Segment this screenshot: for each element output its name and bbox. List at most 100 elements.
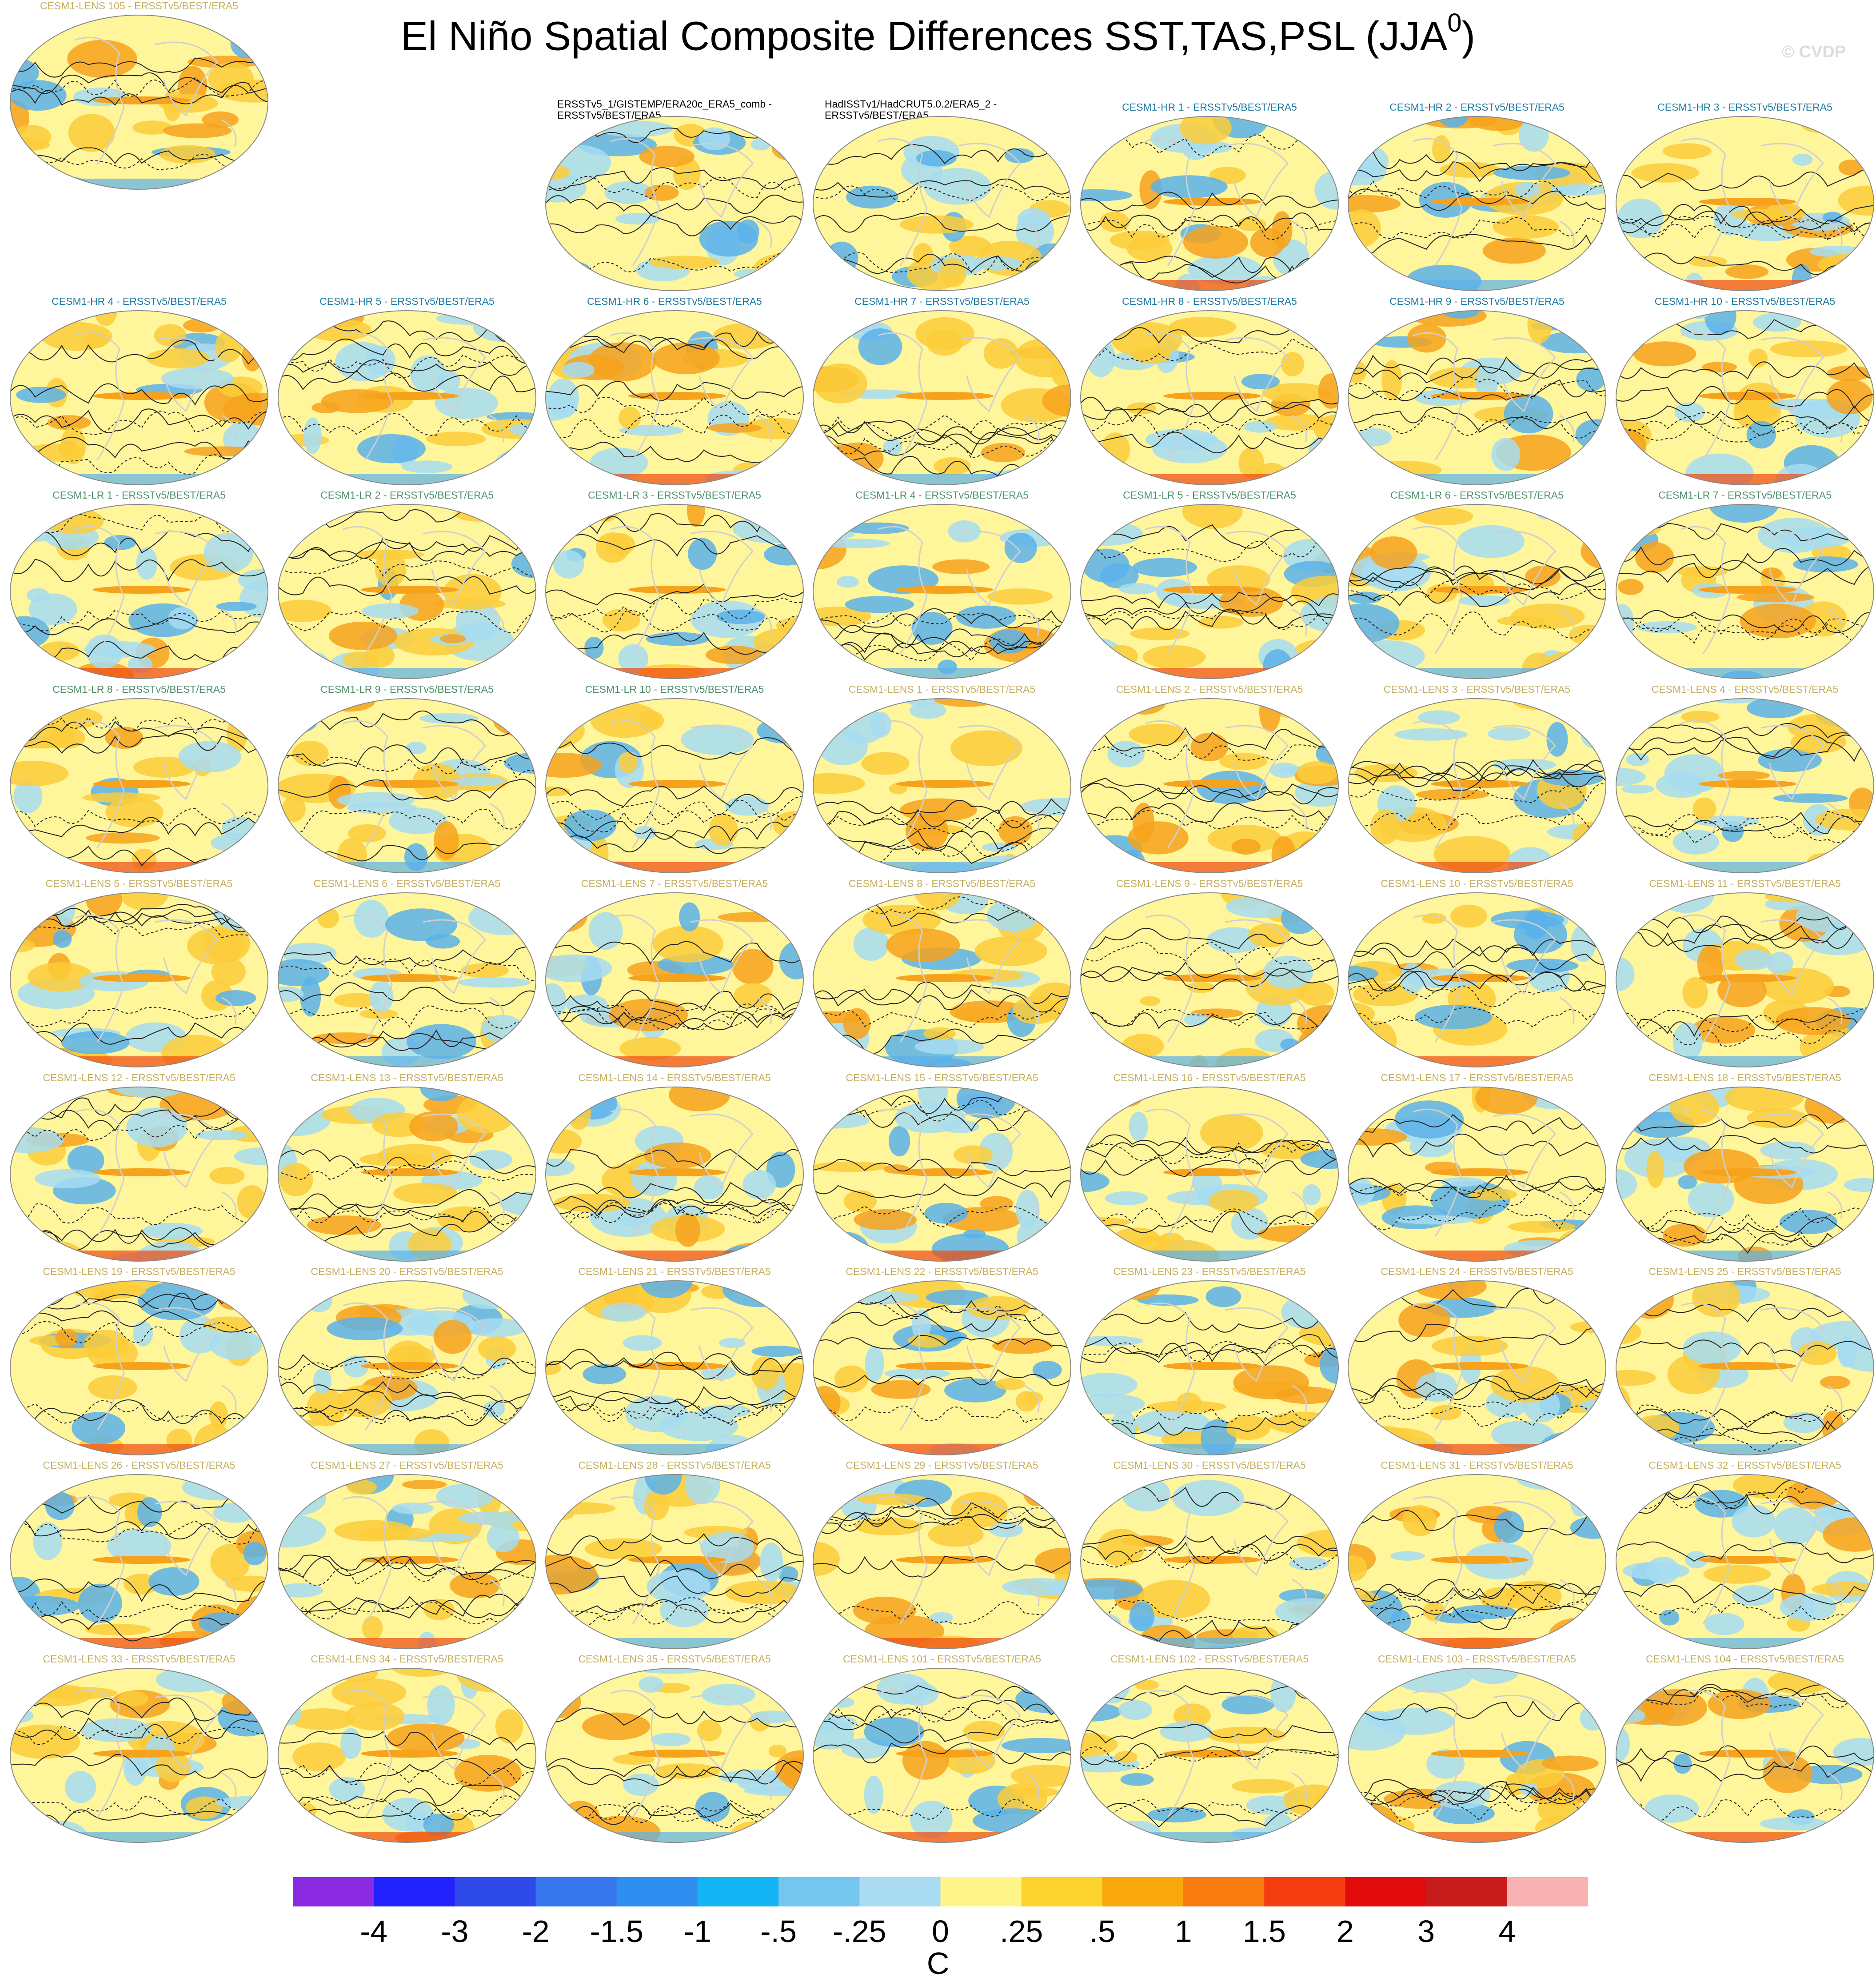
- psl-contour: [10, 1697, 268, 1722]
- anomaly-patch: [223, 392, 268, 426]
- psl-contour: [10, 1520, 268, 1545]
- anomaly-patch: [725, 796, 769, 816]
- equatorial-anomaly: [361, 586, 459, 594]
- anomaly-patch: [84, 1330, 128, 1359]
- panel-label: CESM1-LENS 31 - ERSSTv5/BEST/ERA5: [1381, 1459, 1573, 1471]
- anomaly-patch: [1011, 1634, 1046, 1649]
- anomaly-patch: [253, 845, 268, 868]
- colorbar-tick: 1: [1174, 1914, 1192, 1949]
- anomaly-patch: [862, 904, 941, 935]
- psl-contour: [1081, 1137, 1338, 1160]
- anomaly-patch: [909, 702, 946, 719]
- equatorial-anomaly: [896, 1362, 994, 1370]
- coastline: [75, 526, 237, 654]
- panel-label: HadISSTv1/HadCRUT5.0.2/ERA5_2 - ERSSTv5/…: [825, 99, 997, 121]
- equatorial-anomaly: [1431, 780, 1529, 788]
- psl-contour: [1348, 767, 1606, 792]
- global-anomaly-map: [1616, 698, 1874, 873]
- anomaly-patch: [1205, 1286, 1241, 1307]
- psl-contour: [546, 1007, 803, 1031]
- anomaly-patch: [940, 258, 966, 288]
- anomaly-patch: [1565, 311, 1606, 327]
- panel-label: CESM1-LR 4 - ERSSTv5/BEST/ERA5: [855, 489, 1029, 501]
- anomaly-patch: [1433, 1802, 1495, 1824]
- anomaly-patch: [168, 607, 196, 630]
- map-border: [1080, 1474, 1339, 1649]
- map-panel: CESM1-HR 7 - ERSSTv5/BEST/ERA5: [809, 296, 1075, 490]
- map-panel: CESM1-LR 2 - ERSSTv5/BEST/ERA5: [274, 489, 540, 683]
- anomaly-patch: [832, 504, 854, 522]
- anomaly-patch: [1300, 1150, 1338, 1169]
- anomaly-patch: [407, 1024, 477, 1059]
- anomaly-patch: [1402, 1505, 1437, 1536]
- anomaly-patch: [705, 645, 762, 664]
- panel-label: CESM1-HR 7 - ERSSTv5/BEST/ERA5: [854, 296, 1030, 307]
- anomaly-patch: [1353, 983, 1418, 1007]
- anomaly-patch: [855, 1518, 923, 1535]
- equatorial-anomaly: [1699, 780, 1796, 788]
- anomaly-patch: [582, 1712, 651, 1740]
- anomaly-patch: [1646, 1557, 1680, 1584]
- psl-contour: [1348, 379, 1606, 401]
- anomaly-patch: [41, 322, 112, 351]
- psl-contour: [1616, 735, 1874, 762]
- psl-contour: [1081, 192, 1338, 212]
- coastline: [1413, 1496, 1575, 1624]
- colorbar-box: [455, 1877, 536, 1906]
- anomaly-patch: [966, 1296, 1030, 1320]
- colorbar-tick: 1.5: [1242, 1914, 1286, 1949]
- equatorial-anomaly: [1431, 974, 1529, 982]
- psl-contour: [1616, 216, 1874, 240]
- anomaly-patch: [948, 520, 981, 543]
- anomaly-patch: [750, 139, 771, 151]
- anomaly-patch: [1082, 548, 1130, 583]
- equatorial-anomaly: [896, 392, 994, 400]
- psl-contour: [1081, 1142, 1338, 1165]
- psl-contour: [546, 1349, 803, 1375]
- anomaly-patch: [1005, 148, 1034, 164]
- map-border: [10, 310, 268, 485]
- map-border: [1080, 698, 1339, 873]
- psl-contour: [1348, 1605, 1606, 1630]
- panel-label: CESM1-LENS 14 - ERSSTv5/BEST/ERA5: [578, 1072, 771, 1083]
- map-panel: CESM1-LENS 104 - ERSSTv5/BEST/ERA5: [1612, 1653, 1876, 1847]
- psl-contour: [813, 1009, 1071, 1029]
- psl-contour: [278, 1596, 536, 1618]
- anomaly-patch: [779, 941, 803, 979]
- anomaly-patch: [278, 1583, 323, 1598]
- psl-contour: [278, 946, 536, 967]
- map-panel: CESM1-HR 4 - ERSSTv5/BEST/ERA5: [6, 296, 272, 490]
- anomaly-patch: [813, 1161, 888, 1172]
- anomaly-patch: [1748, 348, 1768, 368]
- anomaly-patch: [1616, 1670, 1646, 1692]
- map-border: [813, 310, 1071, 485]
- anomaly-patch: [86, 893, 122, 917]
- anomaly-patch: [511, 893, 536, 897]
- global-anomaly-map: [1616, 1280, 1874, 1455]
- coastline: [878, 138, 1040, 266]
- panel-label: CESM1-LENS 17 - ERSSTv5/BEST/ERA5: [1381, 1072, 1573, 1083]
- anomaly-patch: [1538, 1668, 1606, 1685]
- psl-contour: [10, 721, 268, 742]
- psl-contour: [1616, 386, 1874, 409]
- psl-contour: [546, 810, 803, 833]
- global-anomaly-map: [1348, 1280, 1606, 1455]
- equatorial-anomaly: [628, 1168, 726, 1176]
- anomaly-patch: [1525, 565, 1561, 587]
- psl-contour: [278, 354, 536, 379]
- coastline: [1680, 1496, 1843, 1624]
- anomaly-patch: [1780, 1593, 1837, 1621]
- anomaly-patch: [1497, 615, 1547, 626]
- panel-label: CESM1-LENS 35 - ERSSTv5/BEST/ERA5: [578, 1653, 771, 1665]
- anomaly-patch: [956, 605, 1016, 629]
- map-border: [1616, 698, 1874, 873]
- anomaly-patch: [619, 425, 684, 436]
- anomaly-patch: [343, 1355, 369, 1378]
- panel-label: CESM1-HR 6 - ERSSTv5/BEST/ERA5: [587, 296, 762, 307]
- colorbar-box: [1264, 1877, 1345, 1906]
- psl-contour: [546, 1006, 803, 1029]
- anomaly-patch: [364, 644, 395, 668]
- psl-contour: [1081, 337, 1338, 362]
- anomaly-patch: [1493, 759, 1557, 771]
- anomaly-patch: [908, 1334, 947, 1348]
